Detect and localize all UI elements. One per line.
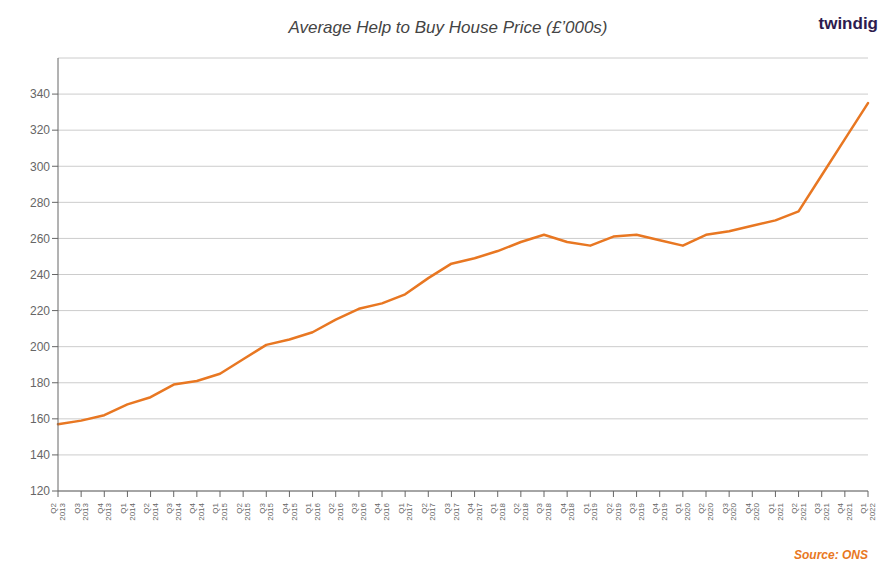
svg-text:Q32013: Q32013	[73, 502, 91, 520]
svg-text:Q12019: Q12019	[582, 502, 600, 520]
svg-text:140: 140	[30, 448, 50, 462]
svg-text:Q22021: Q22021	[790, 502, 808, 520]
svg-text:Q22020: Q22020	[697, 502, 715, 520]
svg-text:Q32014: Q32014	[165, 502, 183, 520]
svg-text:Q22014: Q22014	[142, 502, 160, 520]
svg-text:Q22019: Q22019	[605, 502, 623, 520]
svg-text:Q12018: Q12018	[489, 502, 507, 520]
svg-text:Q22017: Q22017	[420, 502, 438, 520]
svg-text:200: 200	[30, 340, 50, 354]
svg-text:Q42016: Q42016	[373, 502, 391, 520]
svg-text:Q22015: Q22015	[235, 502, 253, 520]
svg-text:320: 320	[30, 123, 50, 137]
svg-text:Q42019: Q42019	[651, 502, 669, 520]
svg-text:Q12014: Q12014	[119, 502, 137, 520]
svg-text:240: 240	[30, 268, 50, 282]
svg-text:260: 260	[30, 232, 50, 246]
svg-text:Q12016: Q12016	[304, 502, 322, 520]
svg-text:Q42014: Q42014	[188, 502, 206, 520]
svg-text:Q22016: Q22016	[327, 502, 345, 520]
svg-text:Q42018: Q42018	[559, 502, 577, 520]
svg-text:120: 120	[30, 484, 50, 498]
svg-text:340: 340	[30, 87, 50, 101]
svg-text:280: 280	[30, 196, 50, 210]
svg-text:Q32017: Q32017	[443, 502, 461, 520]
svg-text:Q32021: Q32021	[813, 502, 831, 520]
svg-text:Q12022: Q12022	[859, 502, 877, 520]
svg-text:Q42013: Q42013	[96, 502, 114, 520]
html-text:twindig: twindig	[818, 14, 878, 33]
svg-text:Q42017: Q42017	[466, 502, 484, 520]
svg-text:Q32016: Q32016	[350, 502, 368, 520]
svg-text:Q32015: Q32015	[258, 502, 276, 520]
svg-text:Q22013: Q22013	[49, 502, 67, 520]
svg-text:Q32018: Q32018	[535, 502, 553, 520]
svg-text:Q12015: Q12015	[211, 502, 229, 520]
svg-text:300: 300	[30, 160, 50, 174]
svg-text:Q12017: Q12017	[397, 502, 415, 520]
html-text:Average Help to Buy House Pric: Average Help to Buy House Price (£’000s)	[288, 18, 608, 37]
svg-text:160: 160	[30, 412, 50, 426]
svg-text:Q12021: Q12021	[767, 502, 785, 520]
svg-text:Q42020: Q42020	[744, 502, 762, 520]
svg-text:Q42021: Q42021	[836, 502, 854, 520]
svg-text:Q32020: Q32020	[721, 502, 739, 520]
svg-text:220: 220	[30, 304, 50, 318]
svg-text:Q32019: Q32019	[628, 502, 646, 520]
html-text:Source: ONS: Source: ONS	[794, 548, 868, 562]
svg-text:180: 180	[30, 376, 50, 390]
svg-text:Q12020: Q12020	[674, 502, 692, 520]
svg-text:Q22018: Q22018	[512, 502, 530, 520]
svg-text:Q42015: Q42015	[281, 502, 299, 520]
